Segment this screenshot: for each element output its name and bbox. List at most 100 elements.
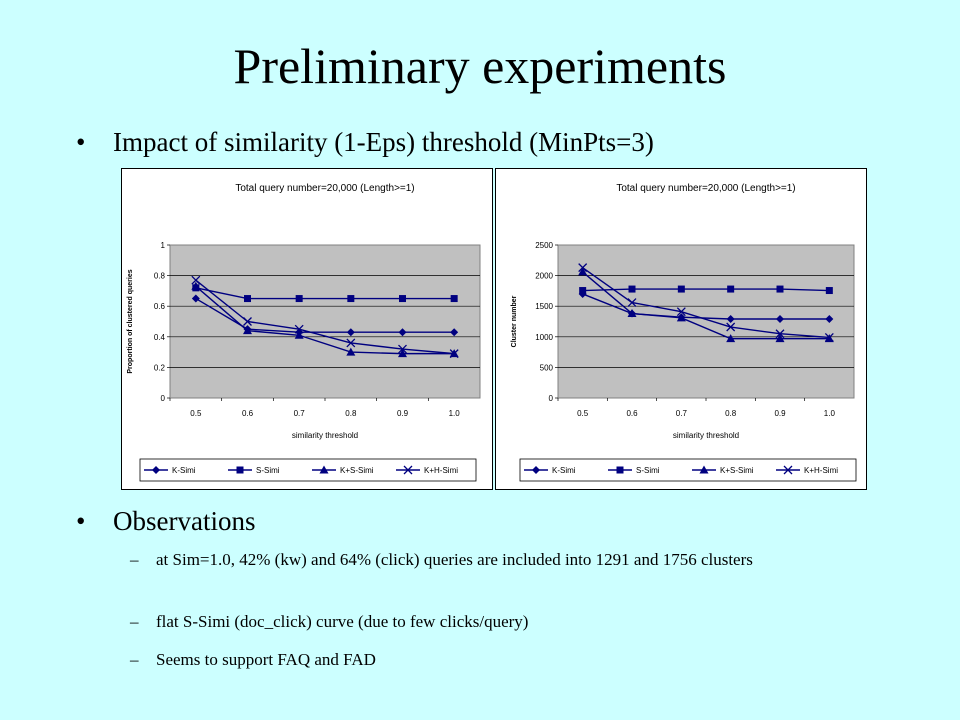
legend-marker xyxy=(403,465,413,475)
data-point xyxy=(775,329,785,339)
series-line xyxy=(195,285,455,355)
x-tick-label: 1.0 xyxy=(449,409,461,418)
legend-label: S-Simi xyxy=(636,466,660,475)
observation-text: at Sim=1.0, 42% (kw) and 64% (click) que… xyxy=(156,550,753,569)
legend-item: K+S-Simi xyxy=(692,465,754,475)
x-tick-label: 0.8 xyxy=(725,409,737,418)
series-line xyxy=(582,271,830,340)
chart-clustered-proportion-svg: Total query number=20,000 (Length>=1) 0 0.… xyxy=(127,183,481,482)
data-point xyxy=(398,328,407,337)
x-tick-label: 1.0 xyxy=(824,409,836,418)
series-line xyxy=(582,293,830,320)
data-point xyxy=(449,349,459,359)
plot-area xyxy=(557,244,855,399)
data-point xyxy=(726,314,735,323)
observation-text: Seems to support FAQ and FAD xyxy=(156,650,376,669)
x-tick-label: 0.6 xyxy=(626,409,638,418)
data-point xyxy=(191,294,200,303)
legend-label: K-Simi xyxy=(552,466,576,475)
data-point xyxy=(776,314,784,323)
chart-clustered-proportion: Total query number=20,000 (Length>=1) 0 0.… xyxy=(121,168,493,490)
legend-marker xyxy=(319,465,329,474)
y-tick-label: 0.8 xyxy=(154,272,166,281)
legend-label: K+S-Simi xyxy=(720,466,754,475)
data-point xyxy=(824,332,834,342)
legend-marker xyxy=(783,465,793,475)
legend-marker xyxy=(236,466,244,474)
dash-symbol: – xyxy=(130,612,139,631)
legend-label: K-Simi xyxy=(172,466,196,475)
dash-symbol: – xyxy=(130,550,139,569)
series-line xyxy=(195,287,455,300)
data-point xyxy=(398,349,407,358)
data-point xyxy=(346,338,356,348)
data-point xyxy=(244,295,251,303)
legend-item: K-Simi xyxy=(524,466,576,475)
data-point xyxy=(677,285,685,293)
legend-marker xyxy=(616,466,624,474)
legend-item: K-Simi xyxy=(144,466,196,475)
data-point xyxy=(776,285,784,293)
y-tick-label: 0 xyxy=(161,394,166,403)
data-point xyxy=(775,334,785,343)
data-point xyxy=(726,334,736,343)
series-line xyxy=(582,267,830,339)
data-point xyxy=(627,309,637,318)
y-tick-label: 1000 xyxy=(535,333,553,342)
data-point xyxy=(450,295,458,303)
y-tick-label: 0.6 xyxy=(154,302,166,311)
y-axis-label: Cluster number xyxy=(511,295,518,347)
data-point xyxy=(399,295,406,303)
x-tick-label: 0.5 xyxy=(190,409,202,418)
data-point xyxy=(578,263,588,273)
bullet-impact: • Impact of similarity (1-Eps) threshold… xyxy=(76,126,654,158)
x-tick-label: 0.5 xyxy=(577,409,589,418)
chart-cluster-number-svg: Total query number=20,000 (Length>=1) 0 50… xyxy=(511,183,857,482)
series-K+H-Simi xyxy=(578,263,834,342)
series-K+S-Simi xyxy=(578,267,834,343)
y-tick-label: 500 xyxy=(540,363,554,372)
data-point xyxy=(294,324,304,334)
data-point xyxy=(294,330,304,339)
chart-title: Total query number=20,000 (Length>=1) xyxy=(235,183,414,194)
data-point xyxy=(579,287,587,295)
series-K+H-Simi xyxy=(191,275,459,359)
observation-text: flat S-Simi (doc_click) curve (due to fe… xyxy=(156,612,529,631)
y-tick-label: 2500 xyxy=(535,241,553,250)
data-point xyxy=(578,267,588,276)
data-point xyxy=(727,285,735,293)
x-tick-label: 0.9 xyxy=(397,409,409,418)
bullet-observations: • Observations xyxy=(76,505,256,537)
bullet-observations-text: Observations xyxy=(113,506,256,536)
data-point xyxy=(676,313,686,322)
series-S-Simi xyxy=(579,285,833,295)
bullet-dot: • xyxy=(76,127,86,157)
observation-item: – flat S-Simi (doc_click) curve (due to … xyxy=(130,610,876,633)
legend-item: K+H-Simi xyxy=(396,465,458,475)
data-point xyxy=(191,281,201,290)
series-line xyxy=(195,279,455,355)
legend-label: K+H-Simi xyxy=(804,466,838,475)
data-point xyxy=(191,275,201,285)
data-point xyxy=(347,295,355,303)
data-point xyxy=(825,314,834,323)
legend-label: K+S-Simi xyxy=(340,466,374,475)
dash-symbol: – xyxy=(130,650,139,669)
legend-marker xyxy=(152,466,160,474)
x-tick-label: 0.9 xyxy=(774,409,786,418)
y-tick-label: 1 xyxy=(161,241,166,250)
plot-area xyxy=(169,244,481,399)
legend-item: K+H-Simi xyxy=(776,465,838,475)
y-axis-label: Proportion of clustered queries xyxy=(127,269,134,373)
legend-item: K+S-Simi xyxy=(312,465,374,475)
data-point xyxy=(726,322,736,332)
x-tick-label: 0.6 xyxy=(242,409,254,418)
data-point xyxy=(243,326,252,335)
x-tick-label: 0.8 xyxy=(345,409,357,418)
y-tick-label: 0 xyxy=(549,394,554,403)
observation-item: – Seems to support FAQ and FAD xyxy=(130,648,876,671)
y-tick-label: 0.2 xyxy=(154,363,166,372)
slide-title: Preliminary experiments xyxy=(233,38,727,94)
legend-label: K+H-Simi xyxy=(424,466,458,475)
x-axis-label: similarity threshold xyxy=(673,431,739,440)
